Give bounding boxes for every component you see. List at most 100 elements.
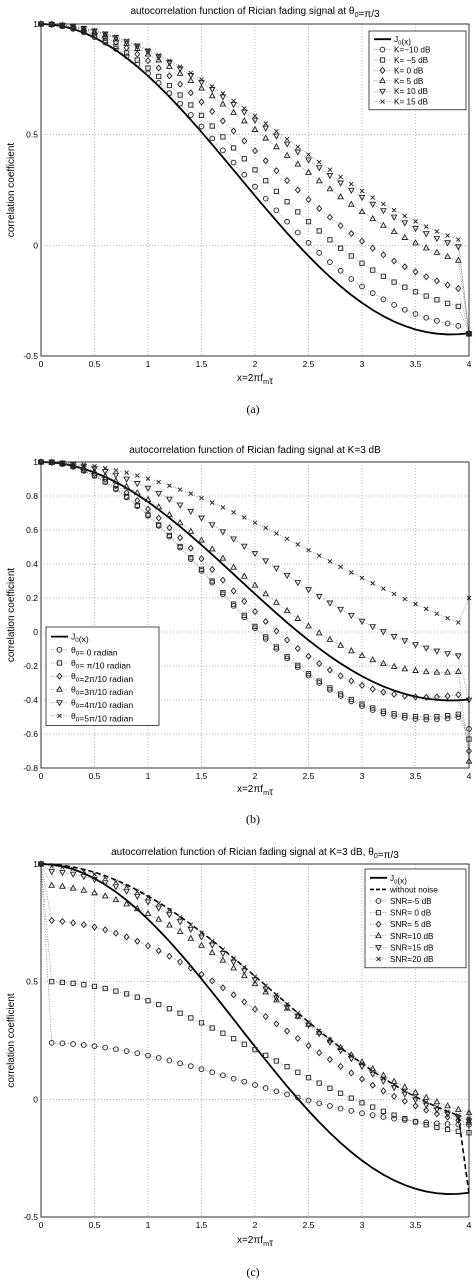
data-point	[48, 916, 55, 925]
data-point	[294, 186, 301, 194]
y-tick-label: -0.6	[23, 729, 38, 739]
data-point	[166, 1057, 173, 1064]
data-point	[326, 666, 333, 674]
data-point	[326, 635, 334, 642]
data-point	[219, 100, 227, 107]
series-line	[40, 23, 470, 336]
data-point	[327, 1037, 333, 1042]
data-point	[230, 127, 237, 135]
data-point	[177, 914, 183, 920]
series-line	[40, 863, 470, 1195]
y-tick-label: 0	[33, 240, 38, 250]
data-point	[241, 1078, 248, 1085]
y-tick-label: 0.8	[26, 491, 38, 501]
data-point	[167, 907, 172, 913]
data-point	[455, 1113, 461, 1118]
data-point	[284, 1001, 290, 1007]
data-point	[444, 1113, 451, 1121]
data-point	[80, 1042, 87, 1048]
data-point	[81, 462, 87, 468]
data-point	[37, 861, 45, 868]
data-point	[81, 25, 87, 31]
data-point	[423, 1106, 430, 1114]
x-tick-label: 3	[360, 771, 365, 781]
data-point	[113, 879, 119, 884]
data-point	[134, 994, 140, 1000]
data-point	[466, 1116, 472, 1121]
data-point	[359, 701, 365, 707]
series-line	[40, 461, 470, 701]
data-point	[294, 149, 302, 156]
data-point	[444, 1102, 452, 1109]
data-point	[252, 167, 258, 173]
data-point	[445, 233, 450, 238]
data-point	[230, 601, 237, 607]
data-point	[283, 573, 291, 580]
data-point	[380, 688, 387, 696]
data-point	[423, 716, 430, 723]
data-point	[294, 160, 302, 167]
data-point	[198, 98, 205, 106]
data-point	[444, 320, 451, 327]
y-tick-label: -0.2	[23, 661, 38, 671]
data-point	[337, 1062, 344, 1070]
data-point	[433, 1107, 441, 1114]
data-point	[402, 712, 408, 719]
data-point	[348, 276, 355, 282]
data-point	[251, 977, 259, 984]
data-point	[48, 459, 56, 466]
x-tick-label: 2.5	[303, 771, 315, 781]
data-point	[155, 64, 162, 72]
data-point	[433, 1110, 440, 1118]
data-point	[198, 515, 205, 522]
data-point	[252, 974, 258, 979]
data-point	[391, 690, 398, 698]
data-point	[102, 30, 108, 36]
data-point	[156, 1001, 162, 1008]
data-point	[60, 460, 65, 465]
data-point	[198, 970, 205, 978]
data-point	[305, 195, 312, 204]
data-point	[240, 109, 248, 116]
data-point	[208, 948, 216, 956]
data-point	[315, 165, 323, 172]
data-point	[284, 176, 291, 185]
data-point	[466, 1121, 472, 1128]
x-tick-label: 0	[39, 359, 44, 369]
data-point	[445, 615, 450, 621]
data-point	[198, 84, 205, 91]
data-point	[220, 91, 226, 96]
data-point	[273, 167, 280, 175]
data-point	[284, 218, 290, 225]
data-point	[369, 1112, 376, 1118]
legend-marker	[379, 66, 386, 74]
data-point	[145, 70, 151, 77]
data-point	[208, 942, 216, 949]
data-point	[37, 21, 45, 28]
data-point	[444, 281, 451, 289]
data-point	[434, 297, 440, 303]
data-point	[359, 1110, 365, 1117]
data-point	[273, 1088, 280, 1095]
legend-marker	[379, 88, 386, 96]
data-point	[348, 230, 355, 238]
data-point	[91, 470, 98, 478]
data-point	[316, 1049, 323, 1057]
data-point	[358, 194, 366, 202]
y-tick-label: 0.2	[26, 593, 38, 603]
data-point	[176, 919, 184, 926]
data-point	[465, 330, 473, 337]
chart-title: autocorrelation function of Rician fadin…	[129, 445, 381, 456]
data-point	[166, 90, 173, 96]
data-point	[391, 591, 397, 597]
data-point	[444, 713, 451, 719]
data-point	[359, 1061, 365, 1067]
data-point	[412, 642, 419, 649]
data-point	[91, 889, 98, 896]
data-point	[91, 1043, 98, 1049]
data-point	[37, 20, 45, 27]
x-tick-label: 2.5	[303, 359, 315, 369]
data-point	[423, 606, 429, 612]
figure-caption: (b)	[246, 812, 260, 826]
